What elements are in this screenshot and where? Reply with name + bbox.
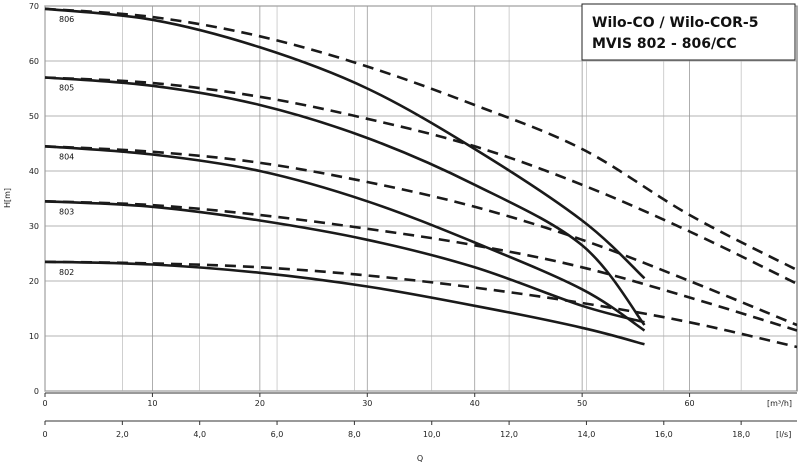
series-line-805-dashed: [44, 76, 798, 285]
x2-tick-label: 16,0: [655, 430, 673, 439]
title-box-frame: [581, 3, 796, 61]
x2-tick-label: 8,0: [348, 430, 361, 439]
y-tick-label: 0: [34, 387, 39, 396]
curve-labels: 806 805 804 803 802: [59, 15, 74, 277]
x-unit-primary: [m³/h]: [767, 399, 792, 408]
x-tick-label: 0: [42, 399, 47, 408]
series-line-806-dashed: [44, 7, 798, 272]
title-line-1: Wilo-CO / Wilo-COR-5: [592, 15, 758, 31]
x-unit-secondary: [l/s]: [776, 430, 791, 439]
x-tick-label: 60: [684, 399, 694, 408]
x-tick-label: 30: [362, 399, 372, 408]
x-tick-label: 10: [147, 399, 157, 408]
axes: 0 10 20 30 40 50 60 70 0 10 20 30 40 50 60 0 2,0 4,0 6,0 8,…: [29, 2, 797, 439]
x2-tick-label: 4,0: [193, 430, 206, 439]
curve-label-802: 802: [59, 268, 74, 277]
series-line-804-solid: [44, 145, 646, 332]
y-axis-label: H[m]: [3, 188, 12, 208]
curve-label-806: 806: [59, 15, 74, 24]
plot-frame: [44, 5, 798, 392]
y-tick-label: 20: [29, 277, 39, 286]
title-line-2: MVIS 802 - 806/CC: [592, 36, 737, 52]
x2-tick-label: 18,0: [732, 430, 750, 439]
y-tick-label: 40: [29, 167, 39, 176]
title-box: Wilo-CO / Wilo-COR-5 MVIS 802 - 806/CC: [581, 3, 796, 61]
x-tick-label: 20: [255, 399, 265, 408]
series-line-802-solid: [44, 260, 645, 346]
series-line-804-dashed: [44, 145, 798, 327]
x2-tick-label: 6,0: [271, 430, 284, 439]
series-group: [44, 7, 798, 349]
y-tick-label: 60: [29, 57, 39, 66]
series-line-806-solid: [44, 7, 646, 280]
x2-tick-label: 10,0: [423, 430, 441, 439]
y-tick-label: 10: [29, 332, 39, 341]
curve-label-805: 805: [59, 84, 74, 93]
y-tick-label: 50: [29, 112, 39, 121]
y-tick-label: 70: [29, 2, 39, 11]
grid: [44, 5, 798, 392]
x-tick-label: 40: [470, 399, 480, 408]
x-axis-label: Q: [417, 454, 423, 463]
series-line-805-solid: [44, 76, 646, 326]
x-tick-label: 50: [577, 399, 587, 408]
x2-tick-label: 14,0: [578, 430, 596, 439]
x2-tick-label: 0: [42, 430, 47, 439]
x2-tick-label: 12,0: [500, 430, 518, 439]
series-line-803-solid: [44, 200, 645, 324]
y-tick-label: 30: [29, 222, 39, 231]
series-line-803-dashed: [44, 200, 798, 332]
curve-label-804: 804: [59, 152, 74, 161]
curve-label-803: 803: [59, 207, 74, 216]
series-line-802-dashed: [44, 260, 798, 349]
x2-tick-label: 2,0: [116, 430, 129, 439]
